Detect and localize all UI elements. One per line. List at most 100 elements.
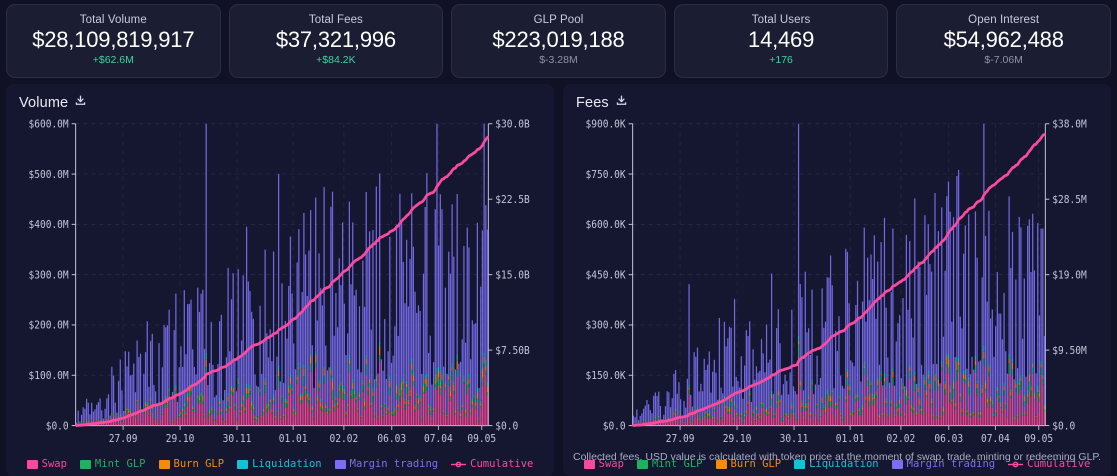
bar-segment[interactable] <box>411 193 413 359</box>
bar-segment[interactable] <box>696 347 699 409</box>
bar-segment[interactable] <box>989 318 992 396</box>
bar-segment[interactable] <box>749 399 751 426</box>
bar-segment[interactable] <box>920 408 923 411</box>
bar-segment[interactable] <box>968 380 970 387</box>
bar-segment[interactable] <box>792 386 795 413</box>
bar-segment[interactable] <box>899 403 901 408</box>
bar-segment[interactable] <box>902 298 904 383</box>
bar-segment[interactable] <box>328 412 330 426</box>
bar-segment[interactable] <box>939 415 941 417</box>
bar-segment[interactable] <box>84 408 86 421</box>
bar-segment[interactable] <box>1040 367 1042 375</box>
bar-segment[interactable] <box>937 231 939 379</box>
bar-segment[interactable] <box>303 385 305 426</box>
bar-segment[interactable] <box>895 403 897 405</box>
bar-segment[interactable] <box>867 377 869 379</box>
bar-segment[interactable] <box>941 370 943 426</box>
bar-segment[interactable] <box>259 305 261 389</box>
bar-segment[interactable] <box>764 372 766 410</box>
bar-segment[interactable] <box>717 422 719 426</box>
bar-segment[interactable] <box>722 393 724 419</box>
bar-segment[interactable] <box>267 406 270 410</box>
bar-segment[interactable] <box>446 373 448 415</box>
bar-segment[interactable] <box>402 388 404 426</box>
bar-segment[interactable] <box>885 400 887 404</box>
bar-segment[interactable] <box>446 417 448 426</box>
bar-segment[interactable] <box>448 376 450 380</box>
bar-segment[interactable] <box>1030 386 1032 391</box>
bar-segment[interactable] <box>888 414 891 416</box>
bar-segment[interactable] <box>1016 413 1019 415</box>
bar-segment[interactable] <box>80 414 83 423</box>
bar-segment[interactable] <box>158 405 160 407</box>
bar-segment[interactable] <box>1021 411 1024 413</box>
bar-segment[interactable] <box>220 414 222 426</box>
bar-segment[interactable] <box>471 320 473 399</box>
bar-segment[interactable] <box>929 383 931 389</box>
bar-segment[interactable] <box>259 391 261 395</box>
bar-segment[interactable] <box>289 383 292 390</box>
bar-segment[interactable] <box>765 324 768 408</box>
bar-segment[interactable] <box>693 406 695 408</box>
download-icon[interactable] <box>74 94 87 112</box>
bar-segment[interactable] <box>769 359 771 406</box>
bar-segment[interactable] <box>421 420 423 426</box>
bar-segment[interactable] <box>944 270 946 381</box>
bar-segment[interactable] <box>304 386 307 389</box>
bar-segment[interactable] <box>471 398 473 401</box>
bar-segment[interactable] <box>379 345 381 356</box>
bar-segment[interactable] <box>981 396 983 426</box>
bar-segment[interactable] <box>890 401 892 404</box>
bar-segment[interactable] <box>111 415 113 418</box>
bar-segment[interactable] <box>833 415 835 417</box>
bar-segment[interactable] <box>745 412 747 415</box>
bar-segment[interactable] <box>893 416 896 426</box>
bar-segment[interactable] <box>308 404 310 426</box>
bar-segment[interactable] <box>882 414 884 417</box>
bar-segment[interactable] <box>1011 358 1014 363</box>
bar-segment[interactable] <box>904 417 906 426</box>
bar-segment[interactable] <box>920 410 923 414</box>
bar-segment[interactable] <box>1037 392 1039 397</box>
bar-segment[interactable] <box>245 226 248 384</box>
bar-segment[interactable] <box>914 381 916 391</box>
bar-segment[interactable] <box>767 411 769 415</box>
bar-segment[interactable] <box>217 410 219 411</box>
bar-segment[interactable] <box>1030 396 1032 426</box>
bar-segment[interactable] <box>725 408 727 411</box>
bar-segment[interactable] <box>733 299 736 402</box>
bar-segment[interactable] <box>688 393 690 426</box>
bar-segment[interactable] <box>730 402 732 407</box>
bar-segment[interactable] <box>770 394 773 399</box>
bar-segment[interactable] <box>781 394 783 419</box>
bar-segment[interactable] <box>787 415 790 418</box>
bar-segment[interactable] <box>954 408 956 426</box>
bar-segment[interactable] <box>909 367 911 371</box>
bar-segment[interactable] <box>998 397 1000 402</box>
bar-segment[interactable] <box>306 296 308 393</box>
bar-segment[interactable] <box>106 418 108 420</box>
bar-segment[interactable] <box>311 412 313 426</box>
bar-segment[interactable] <box>240 410 243 426</box>
bar-segment[interactable] <box>1023 401 1025 407</box>
bar-segment[interactable] <box>934 381 936 390</box>
bar-segment[interactable] <box>316 320 318 396</box>
bar-segment[interactable] <box>419 310 421 395</box>
bar-segment[interactable] <box>114 419 116 426</box>
bar-segment[interactable] <box>399 193 401 388</box>
bar-segment[interactable] <box>117 380 120 417</box>
bar-segment[interactable] <box>973 369 975 412</box>
bar-segment[interactable] <box>863 361 865 366</box>
bar-segment[interactable] <box>952 382 955 390</box>
bar-segment[interactable] <box>368 383 371 388</box>
bar-segment[interactable] <box>480 286 482 401</box>
bar-segment[interactable] <box>316 398 318 401</box>
bar-segment[interactable] <box>1042 228 1044 375</box>
bar-segment[interactable] <box>286 399 288 402</box>
bar-segment[interactable] <box>173 330 175 396</box>
bar-segment[interactable] <box>281 283 283 395</box>
bar-segment[interactable] <box>791 413 793 426</box>
bar-segment[interactable] <box>470 359 472 410</box>
bar-segment[interactable] <box>855 395 857 399</box>
bar-segment[interactable] <box>791 408 793 414</box>
